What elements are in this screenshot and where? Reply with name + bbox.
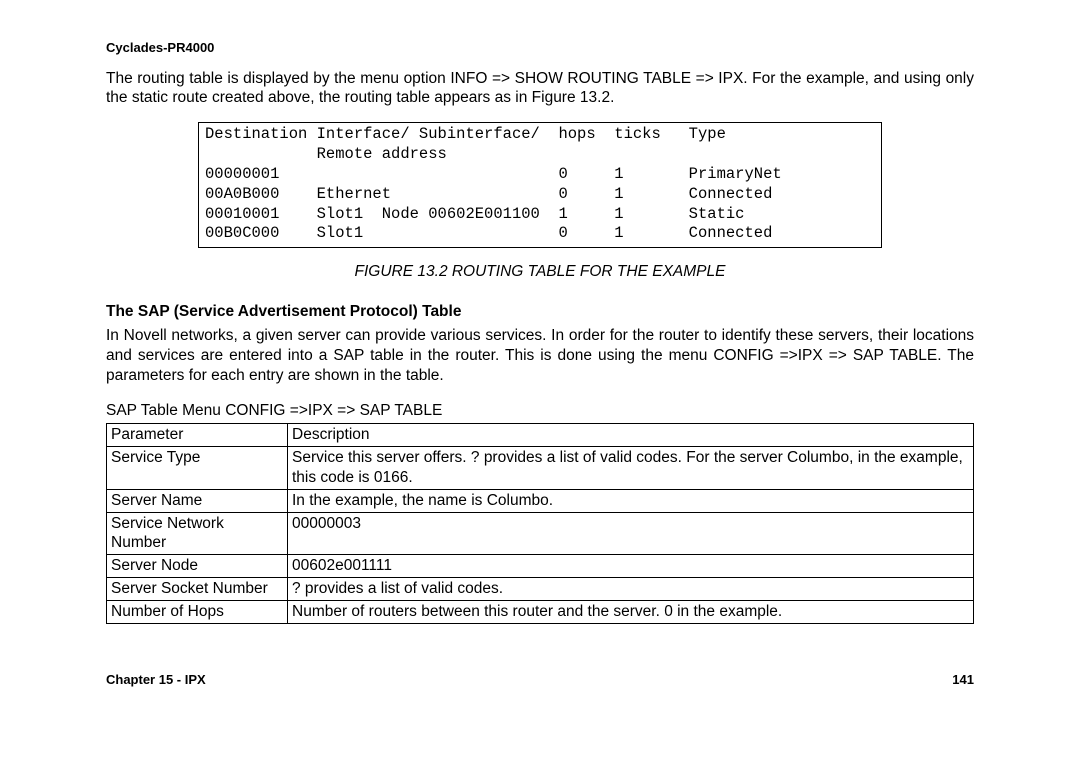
table-row: Server Name In the example, the name is … <box>107 489 974 512</box>
footer-chapter: Chapter 15 - IPX <box>106 672 206 689</box>
table-cell: Service this server offers. ? provides a… <box>288 447 974 490</box>
table-cell: Server Socket Number <box>107 578 288 601</box>
table-cell: Service Type <box>107 447 288 490</box>
table-cell: 00000003 <box>288 512 974 555</box>
table-cell: In the example, the name is Columbo. <box>288 489 974 512</box>
routing-header-2: Remote address <box>205 145 447 163</box>
sap-table: Parameter Description Service Type Servi… <box>106 423 974 623</box>
intro-paragraph: The routing table is displayed by the me… <box>106 69 974 109</box>
routing-table-box: Destination Interface/ Subinterface/ hop… <box>198 122 882 248</box>
routing-row: 00010001 Slot1 Node 00602E001100 1 1 Sta… <box>205 205 745 223</box>
figure-caption: FIGURE 13.2 ROUTING TABLE FOR THE EXAMPL… <box>106 262 974 282</box>
page-footer: Chapter 15 - IPX 141 <box>106 672 974 689</box>
table-header-cell: Parameter <box>107 424 288 447</box>
sap-paragraph: In Novell networks, a given server can p… <box>106 326 974 385</box>
table-cell: Server Node <box>107 555 288 578</box>
routing-header-1: Destination Interface/ Subinterface/ hop… <box>205 125 726 143</box>
doc-header: Cyclades-PR4000 <box>106 40 974 57</box>
footer-page-number: 141 <box>952 672 974 689</box>
table-row: Service Type Service this server offers.… <box>107 447 974 490</box>
table-cell: Server Name <box>107 489 288 512</box>
table-cell: Number of Hops <box>107 600 288 623</box>
table-row: Service Network Number 00000003 <box>107 512 974 555</box>
routing-row: 00B0C000 Slot1 0 1 Connected <box>205 224 772 242</box>
table-cell: ? provides a list of valid codes. <box>288 578 974 601</box>
table-row: Number of Hops Number of routers between… <box>107 600 974 623</box>
section-heading: The SAP (Service Advertisement Protocol)… <box>106 302 974 322</box>
table-cell: Service Network Number <box>107 512 288 555</box>
routing-row: 00A0B000 Ethernet 0 1 Connected <box>205 185 772 203</box>
table-cell: Number of routers between this router an… <box>288 600 974 623</box>
table-header-cell: Description <box>288 424 974 447</box>
routing-row: 00000001 0 1 PrimaryNet <box>205 165 782 183</box>
sap-table-title: SAP Table Menu CONFIG =>IPX => SAP TABLE <box>106 401 974 421</box>
table-row: Parameter Description <box>107 424 974 447</box>
table-row: Server Socket Number ? provides a list o… <box>107 578 974 601</box>
table-cell: 00602e001111 <box>288 555 974 578</box>
table-row: Server Node 00602e001111 <box>107 555 974 578</box>
